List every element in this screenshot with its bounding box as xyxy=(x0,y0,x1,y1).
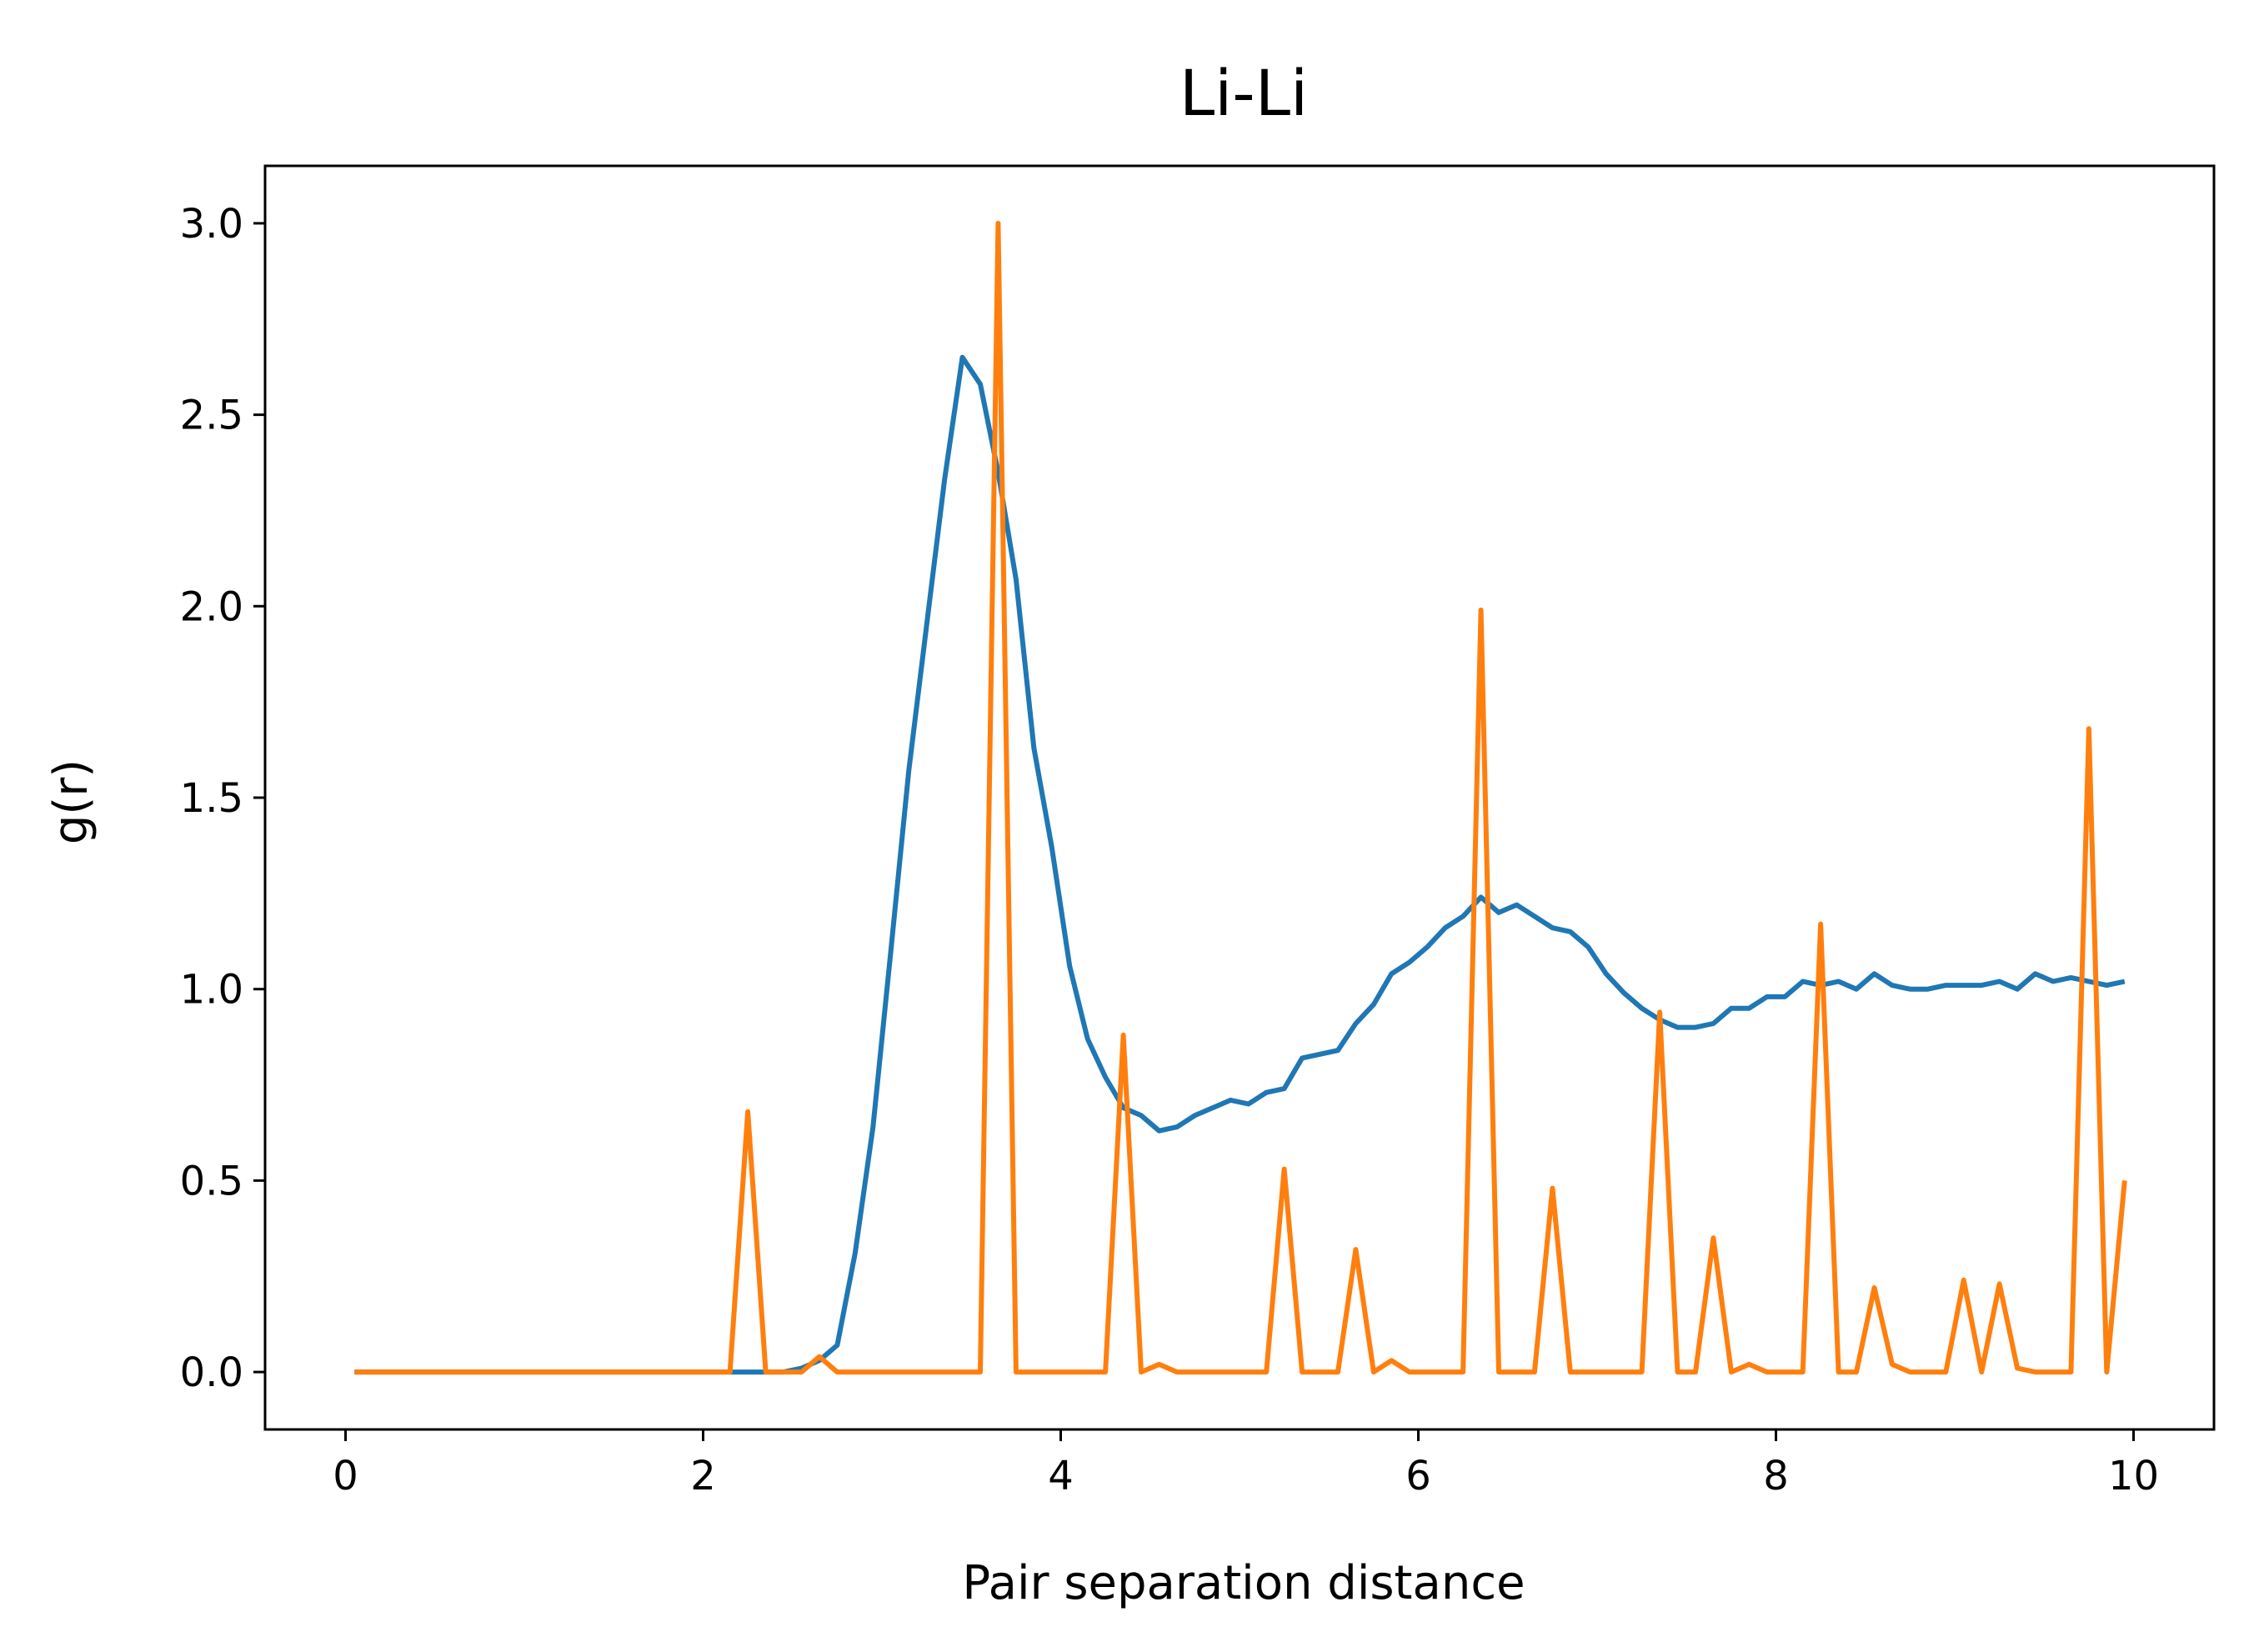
y-tick-label: 0.5 xyxy=(180,1158,243,1204)
y-tick-label: 2.0 xyxy=(180,583,243,630)
x-tick-label: 4 xyxy=(1048,1453,1074,1499)
y-tick-label: 1.5 xyxy=(180,775,243,822)
chart-title: Li-Li xyxy=(1180,56,1308,130)
series-line-1 xyxy=(354,354,2126,1375)
y-axis-label: g(r) xyxy=(44,759,98,844)
x-tick-label: 6 xyxy=(1405,1453,1431,1499)
x-axis-label: Pair separation distance xyxy=(962,1556,1525,1610)
x-tick-label: 2 xyxy=(690,1453,716,1499)
x-tick-label: 10 xyxy=(2108,1453,2159,1499)
series-line-2 xyxy=(354,220,2127,1375)
y-tick-label: 1.0 xyxy=(180,967,243,1014)
y-tick-label: 3.0 xyxy=(180,201,243,248)
x-tick-label: 8 xyxy=(1763,1453,1789,1499)
x-tick-label: 0 xyxy=(333,1453,358,1499)
y-tick-label: 0.0 xyxy=(180,1349,243,1396)
axes-group: 0 2 4 6 8 10 0.0 0.5 1.0 1.5 2.0 2.5 3.0 xyxy=(180,164,2216,1499)
plot-frame xyxy=(263,164,2216,1431)
y-tick-label: 2.5 xyxy=(180,393,243,439)
series-group xyxy=(354,220,2127,1375)
